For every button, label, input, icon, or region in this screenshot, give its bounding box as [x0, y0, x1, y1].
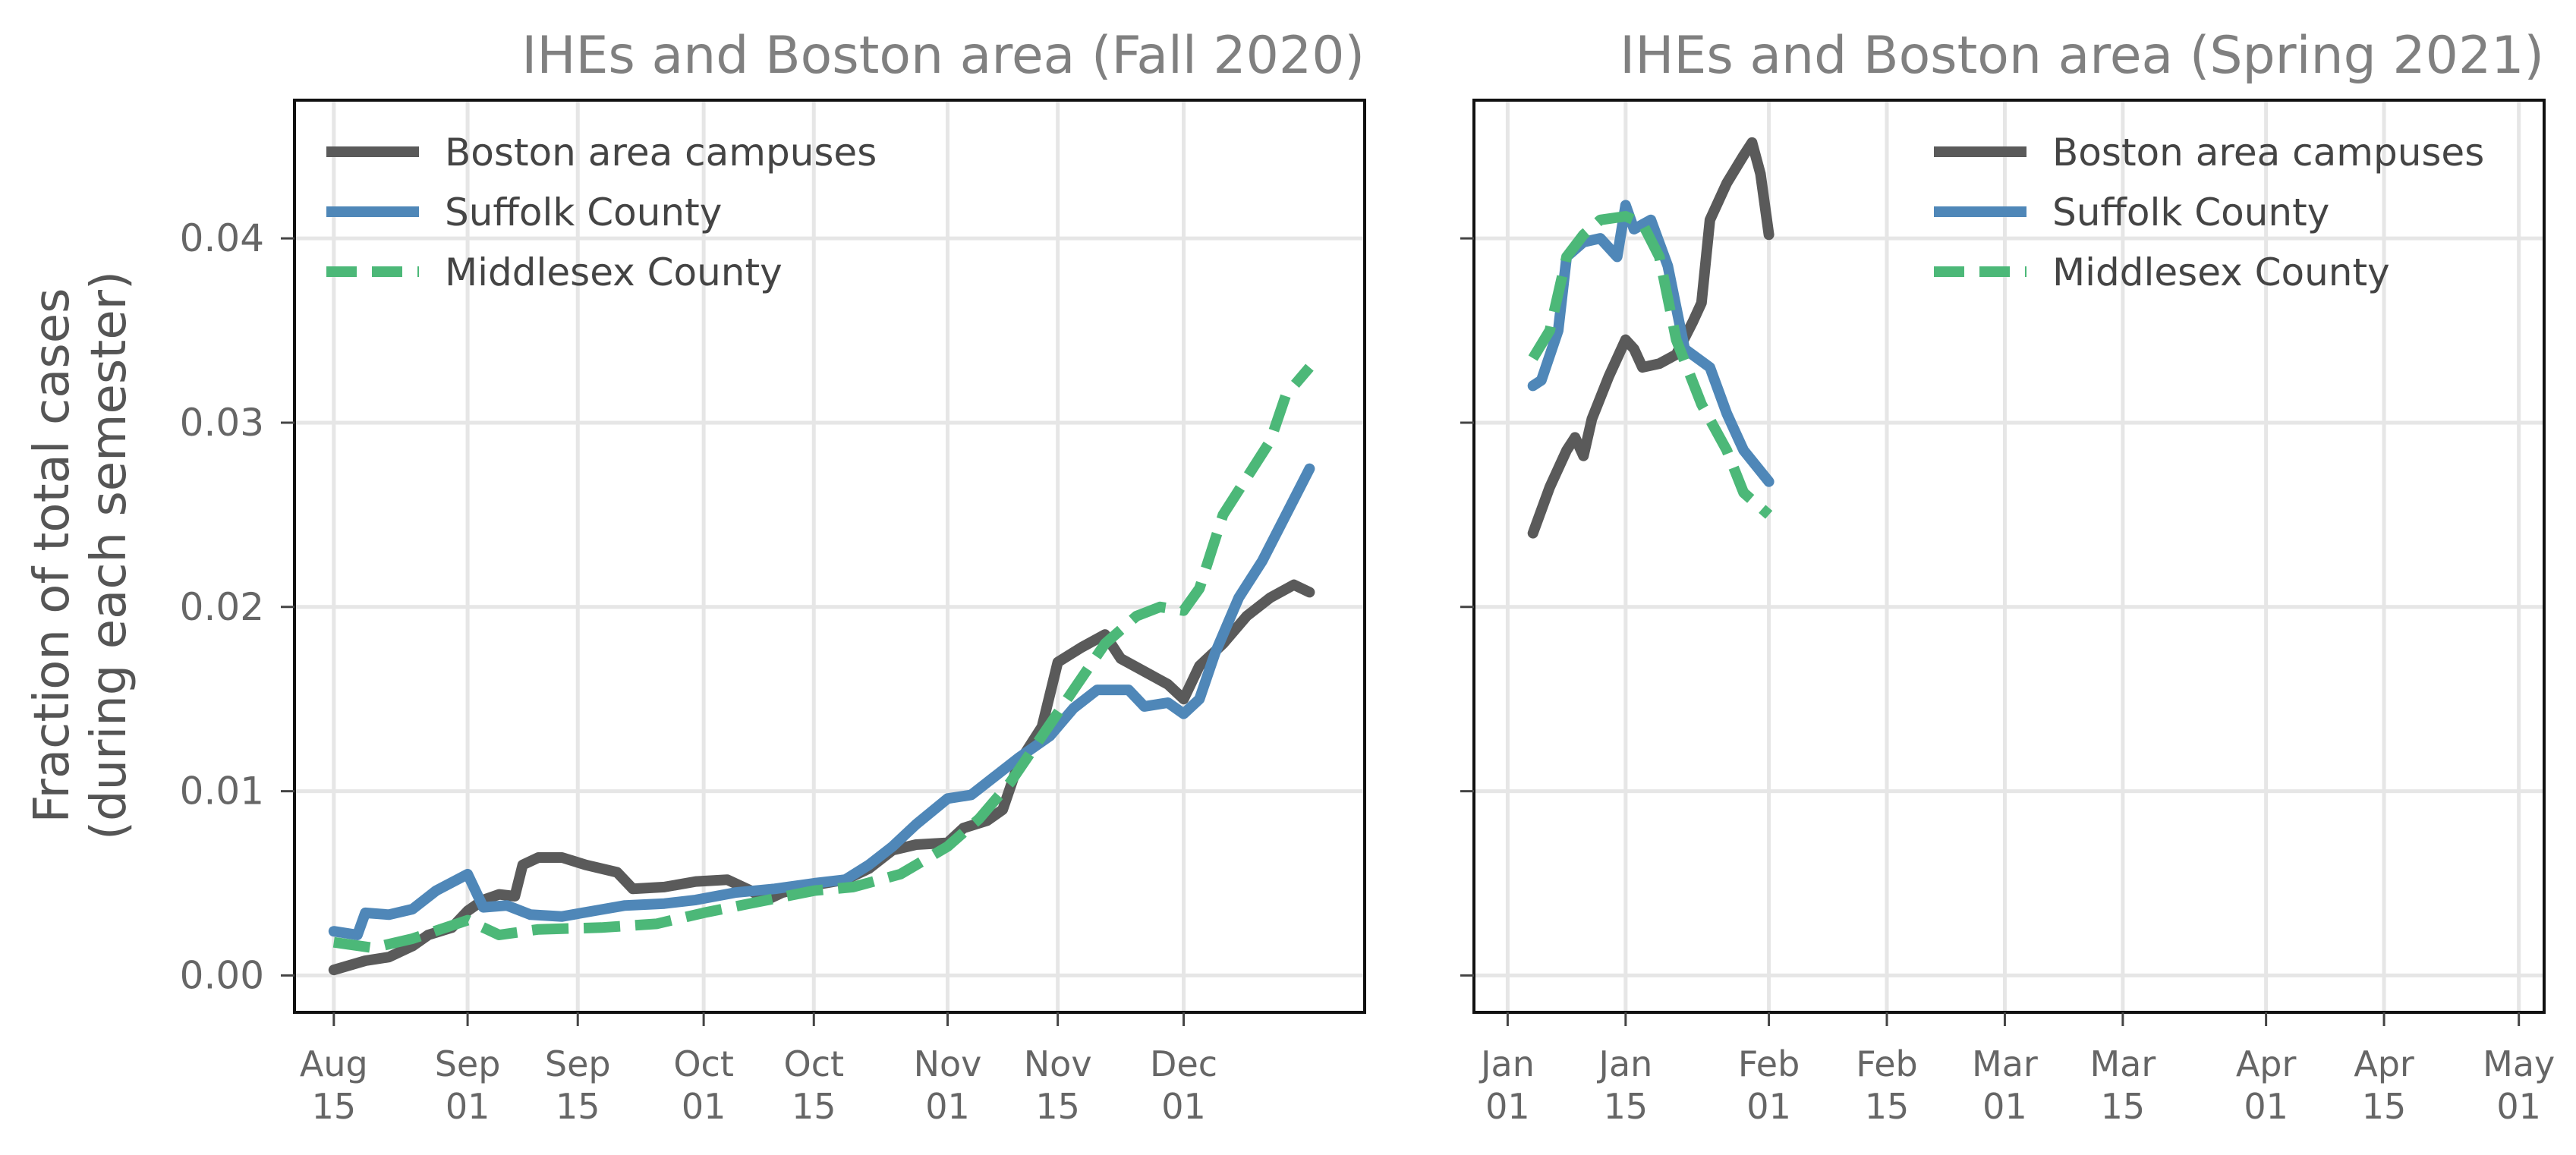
- legend-label-suffolk: Suffolk County: [445, 190, 722, 234]
- plot-frame: [1472, 99, 2546, 1014]
- x-tick-label-month: Feb: [1738, 1043, 1800, 1084]
- legend-label-campus: Boston area campuses: [2052, 131, 2484, 175]
- x-tick-label-day: 01: [925, 1086, 970, 1127]
- x-tick-label-month: Nov: [1024, 1043, 1092, 1084]
- x-tick-label-day: 15: [1604, 1086, 1649, 1127]
- x-tick-label-month: Nov: [914, 1043, 982, 1084]
- y-tick-label: 0.00: [180, 953, 264, 997]
- legend-label-campus: Boston area campuses: [445, 131, 877, 175]
- x-tick-label-month: Mar: [2089, 1043, 2156, 1084]
- y-tick-label: 0.04: [180, 216, 264, 260]
- x-tick-label-month: Oct: [783, 1043, 844, 1084]
- y-axis-label-line-1: Fraction of total cases: [24, 288, 80, 823]
- y-tick-label: 0.02: [180, 585, 264, 629]
- x-tick-label-month: Feb: [1856, 1043, 1917, 1084]
- series-line-campus: [1527, 137, 1775, 539]
- series-line-middlesex: [332, 363, 1314, 953]
- x-tick-label-day: 15: [792, 1086, 836, 1127]
- x-tick-label-month: May: [2483, 1043, 2555, 1084]
- legend: Boston area campuses Suffolk County Middle…: [1934, 131, 2484, 294]
- x-tick-label-day: 01: [1161, 1086, 1206, 1127]
- x-tick-label-month: Apr: [2354, 1043, 2414, 1084]
- x-tick-label-month: Sep: [545, 1043, 611, 1084]
- series-line-suffolk: [328, 463, 1315, 940]
- x-tick-label-month: Aug: [300, 1043, 368, 1084]
- x-tick-label-day: 15: [312, 1086, 357, 1127]
- x-tick-label-day: 15: [2101, 1086, 2146, 1127]
- chart-title: IHEs and Boston area (Spring 2021): [1620, 26, 2544, 86]
- x-tick-label-month: Jan: [1479, 1043, 1535, 1084]
- legend: Boston area campuses Suffolk County Middle…: [326, 131, 877, 294]
- plot-frame: [293, 99, 1366, 1014]
- y-tick-label: 0.01: [180, 769, 264, 814]
- y-axis-label-line-2: (during each semester): [81, 271, 137, 840]
- chart-panel-fall-2020: 0.000.010.020.030.04Aug15Sep01Sep15Oct01…: [180, 26, 1366, 1127]
- x-tick-label-month: Mar: [1972, 1043, 2038, 1084]
- legend-label-middlesex: Middlesex County: [2052, 250, 2390, 294]
- x-tick-label-month: Dec: [1150, 1043, 1217, 1084]
- x-tick-label-day: 01: [2244, 1086, 2288, 1127]
- legend-label-suffolk: Suffolk County: [2052, 190, 2329, 234]
- x-tick-label-day: 01: [1746, 1086, 1791, 1127]
- chart-panel-spring-2021: Jan01Jan15Feb01Feb15Mar01Mar15Apr01Apr15…: [1460, 26, 2555, 1127]
- x-tick-label-day: 15: [1035, 1086, 1080, 1127]
- x-tick-label-day: 15: [556, 1086, 600, 1127]
- series-line-middlesex: [1528, 211, 1773, 519]
- chart-title: IHEs and Boston area (Fall 2020): [521, 26, 1365, 86]
- x-tick-label-month: Sep: [435, 1043, 501, 1084]
- y-tick-label: 0.03: [180, 401, 264, 445]
- x-tick-label-month: Apr: [2236, 1043, 2297, 1084]
- x-tick-label-month: Jan: [1596, 1043, 1652, 1084]
- x-tick-label-day: 15: [2362, 1086, 2407, 1127]
- x-tick-label-day: 15: [1865, 1086, 1910, 1127]
- x-tick-label-month: Oct: [673, 1043, 734, 1084]
- x-tick-label-day: 01: [1485, 1086, 1530, 1127]
- legend-label-middlesex: Middlesex County: [445, 250, 783, 294]
- x-tick-label-day: 01: [2496, 1086, 2541, 1127]
- x-tick-label-day: 01: [446, 1086, 490, 1127]
- x-tick-label-day: 01: [682, 1086, 726, 1127]
- x-tick-label-day: 01: [1982, 1086, 2027, 1127]
